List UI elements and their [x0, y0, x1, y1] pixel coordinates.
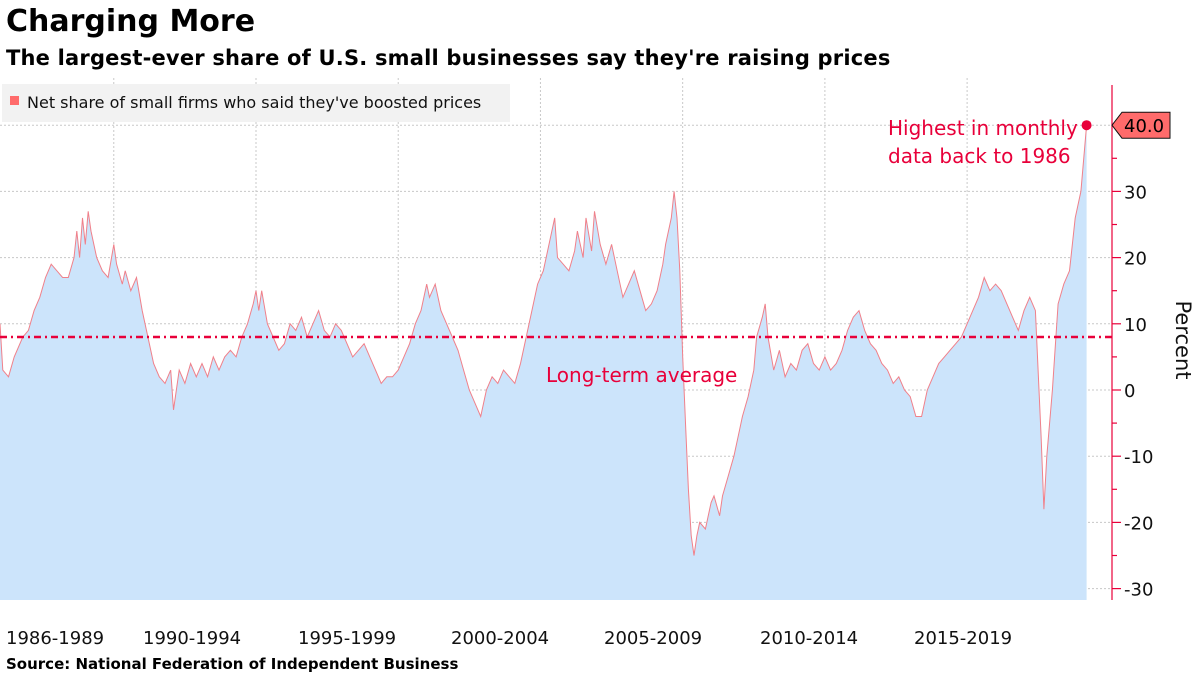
- area-series: [0, 125, 1087, 600]
- x-tick-label: 2000-2004: [451, 628, 549, 649]
- y-tick-label: 30: [1124, 182, 1147, 203]
- legend-swatch: [10, 96, 19, 105]
- y-tick-label: -20: [1124, 513, 1153, 534]
- annotation-line-1: Highest in monthly: [888, 116, 1078, 140]
- last-value-label: 40.0: [1124, 116, 1164, 137]
- legend-label: Net share of small firms who said they'v…: [27, 93, 481, 112]
- x-tick-label: 1990-1994: [143, 628, 241, 649]
- chart-title: Charging More: [6, 4, 256, 39]
- last-value-dot: [1081, 120, 1092, 131]
- y-tick-label: 0: [1124, 381, 1135, 402]
- long-term-average-label: Long-term average: [546, 363, 737, 387]
- x-tick-label: 2005-2009: [604, 628, 702, 649]
- x-tick-label: 1986-1989: [6, 628, 104, 649]
- last-value-badge: [1111, 111, 1171, 139]
- y-tick-label: -10: [1124, 447, 1153, 468]
- y-tick-label: -30: [1124, 580, 1153, 601]
- x-tick-label: 2015-2019: [914, 628, 1012, 649]
- annotation-line-2: data back to 1986: [888, 144, 1071, 168]
- line-series: [0, 125, 1088, 556]
- legend-background: [2, 84, 510, 122]
- y-axis: 30 20 10 0 -10 -20 -30: [1111, 85, 1153, 601]
- y-tick-label: 10: [1124, 315, 1147, 336]
- x-axis: 1986-1989 1990-1994 1995-1999 2000-2004 2005…: [6, 628, 1012, 649]
- source-note: Source: National Federation of Independe…: [6, 655, 459, 673]
- y-tick-label: 20: [1124, 249, 1147, 270]
- x-tick-label: 1995-1999: [298, 628, 396, 649]
- chart-subtitle: The largest-ever share of U.S. small bus…: [6, 46, 891, 70]
- y-axis-label: Percent: [1171, 300, 1195, 379]
- x-tick-label: 2010-2014: [760, 628, 858, 649]
